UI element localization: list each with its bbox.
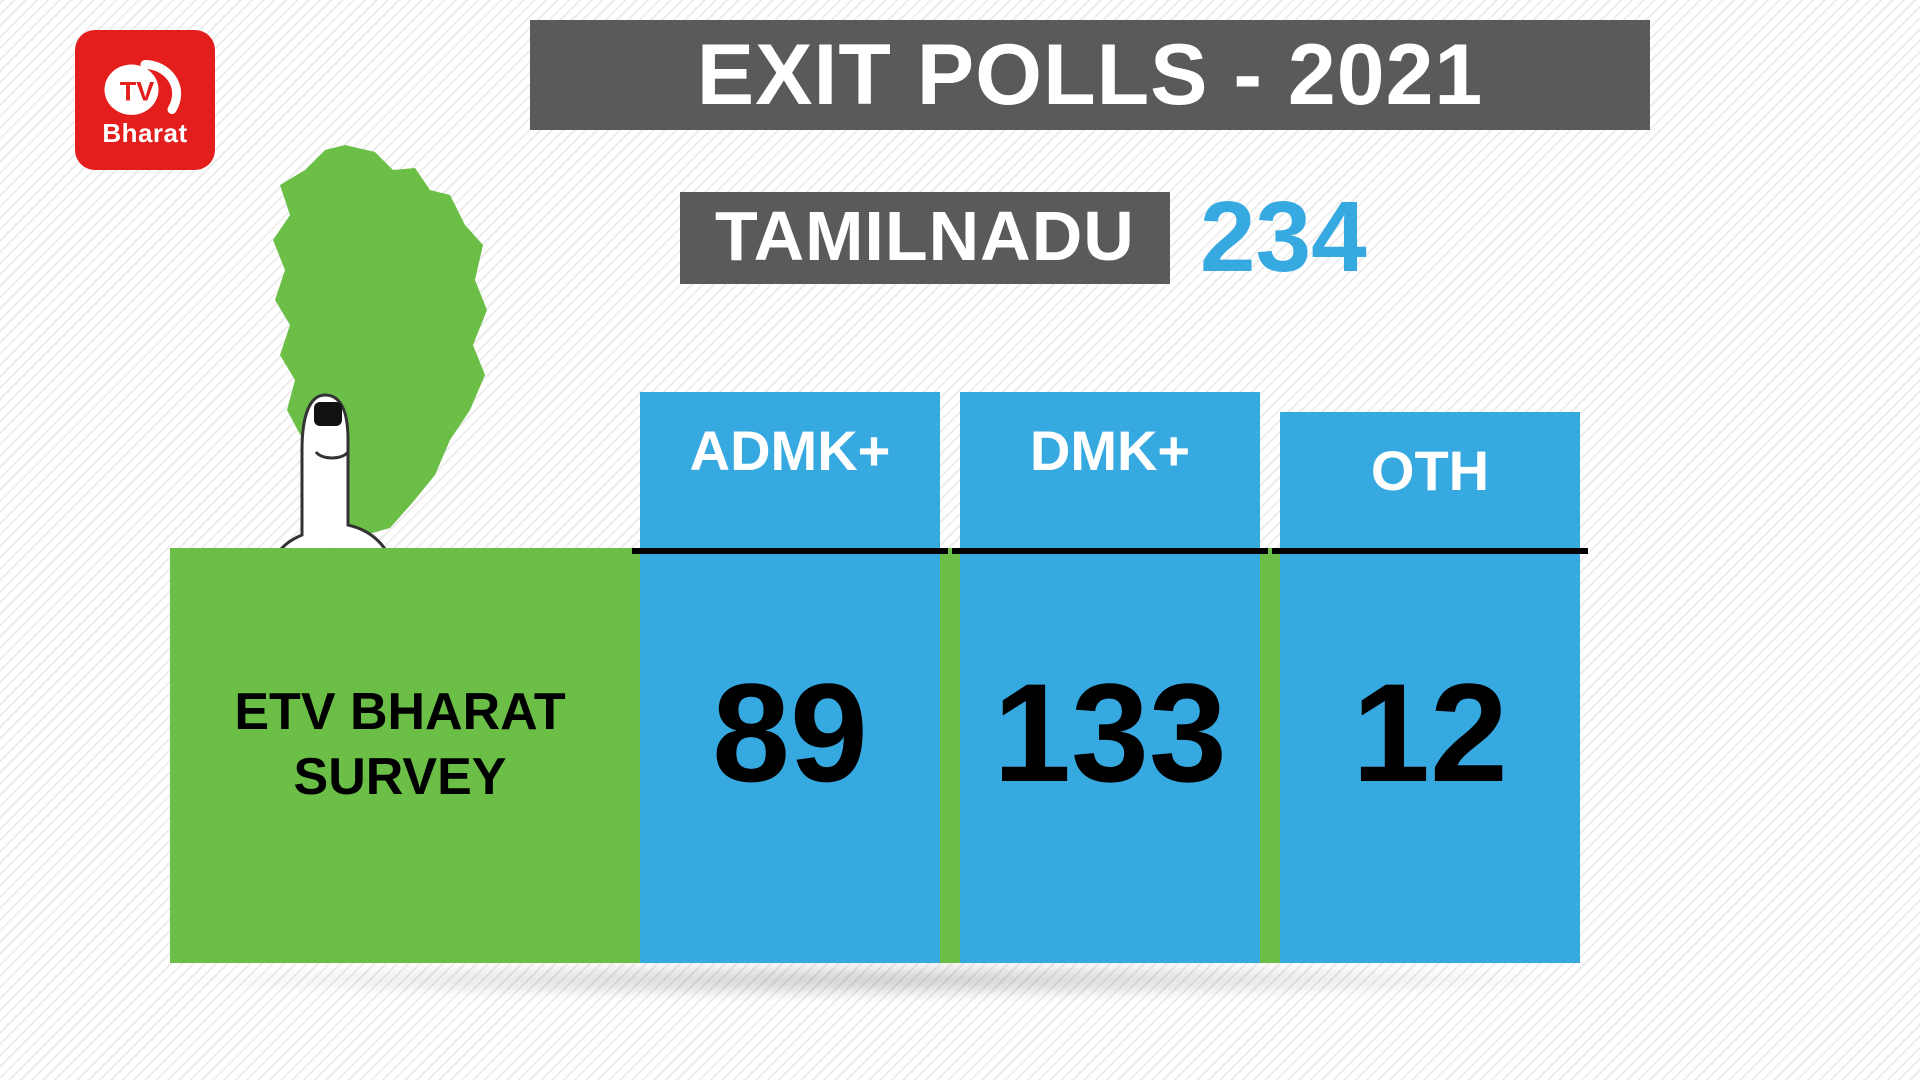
divider-line (632, 548, 948, 554)
survey-source-label: ETV BHARAT SURVEY (190, 680, 610, 810)
logo-brand-text: Bharat (102, 118, 187, 149)
svg-text:TV: TV (120, 76, 155, 106)
total-seats-number: 234 (1200, 180, 1367, 295)
party-name: ADMK+ (640, 392, 940, 517)
party-column-admk: ADMK+ 89 (640, 392, 940, 963)
drop-shadow (170, 960, 1590, 1000)
party-name: DMK+ (960, 392, 1260, 517)
state-name-pill: TAMILNADU (680, 192, 1170, 284)
etv-bharat-logo: TV Bharat (75, 30, 215, 170)
infographic-canvas: TV Bharat EXIT POLLS - 2021 TAMILNADU 23… (0, 0, 1920, 1080)
state-name: TAMILNADU (715, 197, 1135, 275)
party-name: OTH (1280, 412, 1580, 537)
title-text: EXIT POLLS - 2021 (697, 26, 1483, 125)
party-column-dmk: DMK+ 133 (960, 392, 1260, 963)
divider-line (1272, 548, 1588, 554)
title-bar: EXIT POLLS - 2021 (530, 20, 1650, 130)
subtitle-row: TAMILNADU 234 (680, 180, 1367, 295)
etv-logo-mark-icon: TV (100, 52, 190, 122)
party-seat-count: 12 (1280, 652, 1580, 814)
divider-line (952, 548, 1268, 554)
party-seat-count: 133 (960, 652, 1260, 814)
party-column-others: OTH 12 (1280, 412, 1580, 963)
party-seat-count: 89 (640, 652, 940, 814)
